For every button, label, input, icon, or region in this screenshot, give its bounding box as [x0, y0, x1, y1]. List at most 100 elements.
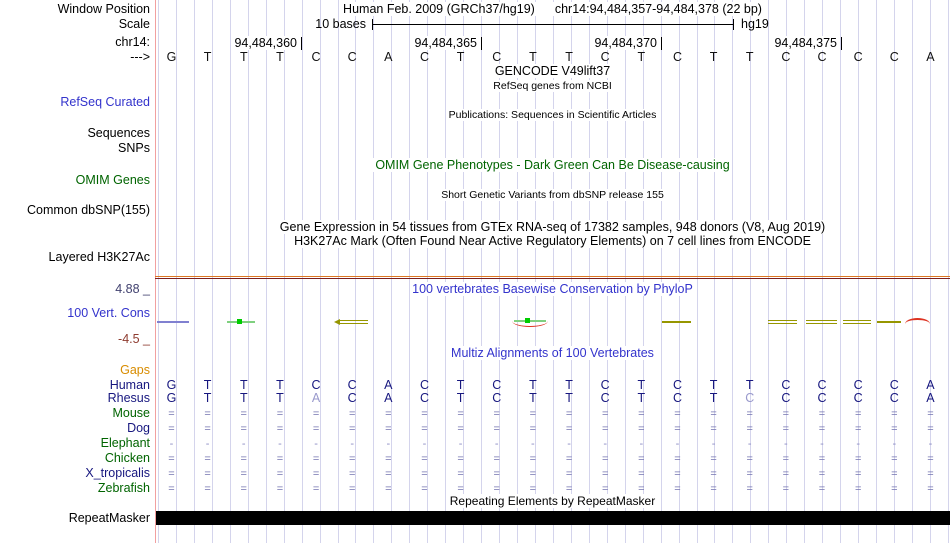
- base-letter: T: [203, 50, 212, 64]
- gridline: [643, 0, 644, 543]
- align-base: T: [456, 378, 465, 392]
- align-base: T: [709, 378, 718, 392]
- scale-ruler-left-tick: [372, 19, 373, 30]
- track-label-phylop-min[interactable]: -4.5 _: [118, 332, 150, 346]
- align-symbol: -: [892, 438, 897, 450]
- align-symbol: =: [746, 453, 753, 465]
- align-base: C: [781, 391, 791, 405]
- gridline: [176, 0, 177, 543]
- species-label-elephant[interactable]: Elephant: [100, 436, 150, 450]
- align-symbol: =: [891, 483, 898, 495]
- species-label-gaps[interactable]: Gaps: [120, 363, 150, 377]
- align-symbol: =: [493, 483, 500, 495]
- species-label-chicken[interactable]: Chicken: [104, 451, 150, 465]
- gridline: [212, 0, 213, 543]
- track-left-border: [155, 0, 156, 543]
- chrom-label: chr14:: [115, 35, 150, 49]
- align-symbol: =: [565, 408, 573, 420]
- gridline: [535, 0, 536, 543]
- gridline: [266, 0, 267, 543]
- gtex-title[interactable]: Gene Expression in 54 tissues from GTEx …: [155, 220, 950, 234]
- align-base: T: [203, 391, 212, 405]
- track-label-snps[interactable]: SNPs: [118, 141, 150, 155]
- track-label-refseq-curated[interactable]: RefSeq Curated: [60, 95, 150, 109]
- phylop-mark: [157, 321, 189, 323]
- align-symbol: =: [168, 468, 175, 480]
- multiz-title[interactable]: Multiz Alignments of 100 Vertebrates: [155, 346, 950, 360]
- align-symbol: =: [782, 408, 790, 420]
- window-position-label: Window Position: [57, 2, 150, 16]
- gridline: [840, 0, 841, 543]
- gridline: [858, 0, 859, 543]
- strand-arrow: --->: [130, 50, 150, 64]
- base-letter: G: [166, 50, 177, 64]
- align-symbol: =: [601, 408, 609, 420]
- align-symbol: =: [312, 453, 320, 465]
- phylop-arrowhead: [334, 319, 340, 325]
- track-label-sequences[interactable]: Sequences: [87, 126, 150, 140]
- phylop-title[interactable]: 100 vertebrates Basewise Conservation by…: [155, 282, 950, 296]
- gridline: [750, 0, 751, 543]
- align-symbol: =: [674, 483, 681, 495]
- h3k27ac-title[interactable]: H3K27Ac Mark (Often Found Near Active Re…: [155, 234, 950, 248]
- align-symbol: =: [493, 408, 500, 420]
- align-base: C: [817, 391, 827, 405]
- base-letter: T: [637, 50, 646, 64]
- align-symbol: =: [601, 468, 609, 480]
- track-label-phylop-max[interactable]: 4.88 _: [115, 282, 150, 296]
- track-label-common-dbsnp-155[interactable]: Common dbSNP(155): [27, 203, 150, 217]
- align-symbol: =: [276, 468, 284, 480]
- align-base: C: [492, 378, 502, 392]
- track-label-omim-genes[interactable]: OMIM Genes: [75, 173, 150, 187]
- align-symbol: =: [601, 423, 609, 435]
- align-symbol: =: [240, 408, 247, 420]
- repeatmasker-title[interactable]: Repeating Elements by RepeatMasker: [155, 494, 950, 508]
- ruler-tick-text: 94,484,360: [232, 36, 299, 50]
- align-base: C: [781, 378, 791, 392]
- align-symbol: =: [927, 408, 934, 420]
- gencode-title[interactable]: GENCODE V49lift37: [155, 64, 950, 78]
- align-base: T: [203, 378, 212, 392]
- track-label-layered-h3k27ac[interactable]: Layered H3K27Ac: [48, 250, 150, 264]
- align-symbol: =: [457, 453, 464, 465]
- species-label-x_tropicalis[interactable]: X_tropicalis: [85, 466, 150, 480]
- species-label-human[interactable]: Human: [109, 378, 150, 392]
- dbsnp-title[interactable]: Short Genetic Variants from dbSNP releas…: [155, 188, 950, 202]
- repeatmasker-bar[interactable]: [156, 511, 950, 525]
- align-symbol: =: [891, 408, 898, 420]
- align-base: C: [745, 391, 755, 405]
- align-symbol: =: [348, 468, 356, 480]
- base-letter: A: [384, 50, 393, 64]
- align-symbol: =: [421, 468, 428, 480]
- align-symbol: -: [928, 438, 933, 450]
- align-base: T: [276, 391, 284, 405]
- track-label-hundred-vert-cons[interactable]: 100 Vert. Cons: [67, 306, 150, 320]
- align-symbol: =: [276, 483, 284, 495]
- species-label-rhesus[interactable]: Rhesus: [107, 391, 150, 405]
- species-label-zebrafish[interactable]: Zebrafish: [97, 481, 150, 495]
- publications-title[interactable]: Publications: Sequences in Scientific Ar…: [155, 108, 950, 122]
- align-symbol: =: [854, 483, 862, 495]
- base-letter: A: [926, 50, 935, 64]
- gencode-title-text: GENCODE V49lift37: [492, 64, 613, 78]
- gridline: [714, 0, 715, 543]
- base-letter: C: [889, 50, 899, 64]
- repeatmasker-title-text: Repeating Elements by RepeatMasker: [447, 494, 658, 508]
- species-label-dog[interactable]: Dog: [127, 421, 150, 435]
- refseq-ncbi-subtitle[interactable]: RefSeq genes from NCBI: [155, 79, 950, 93]
- align-symbol: =: [638, 408, 645, 420]
- align-base: C: [419, 391, 429, 405]
- base-letter: C: [419, 50, 429, 64]
- align-base: C: [492, 391, 502, 405]
- align-symbol: =: [493, 468, 500, 480]
- gridline: [876, 0, 877, 543]
- base-letter: C: [853, 50, 863, 64]
- phylop-peak: [237, 319, 242, 324]
- align-base: A: [926, 391, 935, 405]
- omim-title[interactable]: OMIM Gene Phenotypes - Dark Green Can Be…: [155, 158, 950, 172]
- phylop-mark: [843, 320, 871, 324]
- align-base: G: [166, 378, 177, 392]
- species-label-mouse[interactable]: Mouse: [112, 406, 150, 420]
- track-label-repeatmasker[interactable]: RepeatMasker: [68, 511, 150, 525]
